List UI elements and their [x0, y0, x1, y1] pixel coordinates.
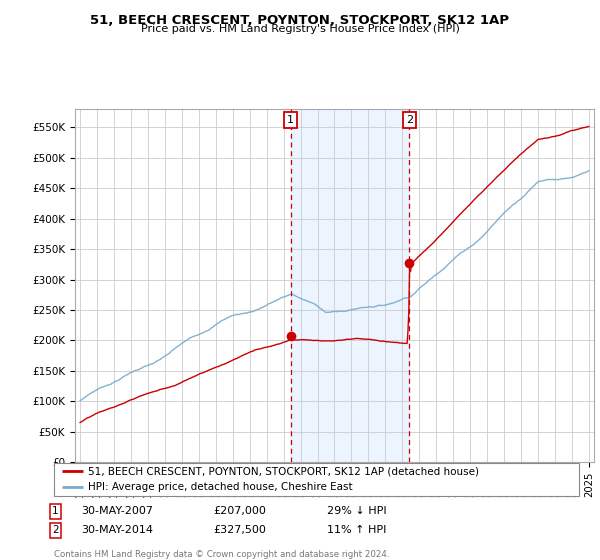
Text: 2: 2	[406, 115, 413, 125]
Text: 30-MAY-2014: 30-MAY-2014	[81, 525, 153, 535]
Text: £327,500: £327,500	[213, 525, 266, 535]
Text: 30-MAY-2007: 30-MAY-2007	[81, 506, 153, 516]
Text: 29% ↓ HPI: 29% ↓ HPI	[327, 506, 386, 516]
Bar	[290, 109, 409, 462]
Text: 1: 1	[287, 115, 294, 125]
Text: 1: 1	[52, 506, 59, 516]
Text: HPI: Average price, detached house, Cheshire East: HPI: Average price, detached house, Ches…	[88, 483, 353, 492]
Text: 2: 2	[52, 525, 59, 535]
Text: Contains HM Land Registry data © Crown copyright and database right 2024.
This d: Contains HM Land Registry data © Crown c…	[54, 550, 389, 560]
Text: 51, BEECH CRESCENT, POYNTON, STOCKPORT, SK12 1AP (detached house): 51, BEECH CRESCENT, POYNTON, STOCKPORT, …	[88, 466, 479, 476]
Text: 11% ↑ HPI: 11% ↑ HPI	[327, 525, 386, 535]
Text: 51, BEECH CRESCENT, POYNTON, STOCKPORT, SK12 1AP: 51, BEECH CRESCENT, POYNTON, STOCKPORT, …	[91, 14, 509, 27]
Text: £207,000: £207,000	[213, 506, 266, 516]
Text: Price paid vs. HM Land Registry's House Price Index (HPI): Price paid vs. HM Land Registry's House …	[140, 24, 460, 34]
